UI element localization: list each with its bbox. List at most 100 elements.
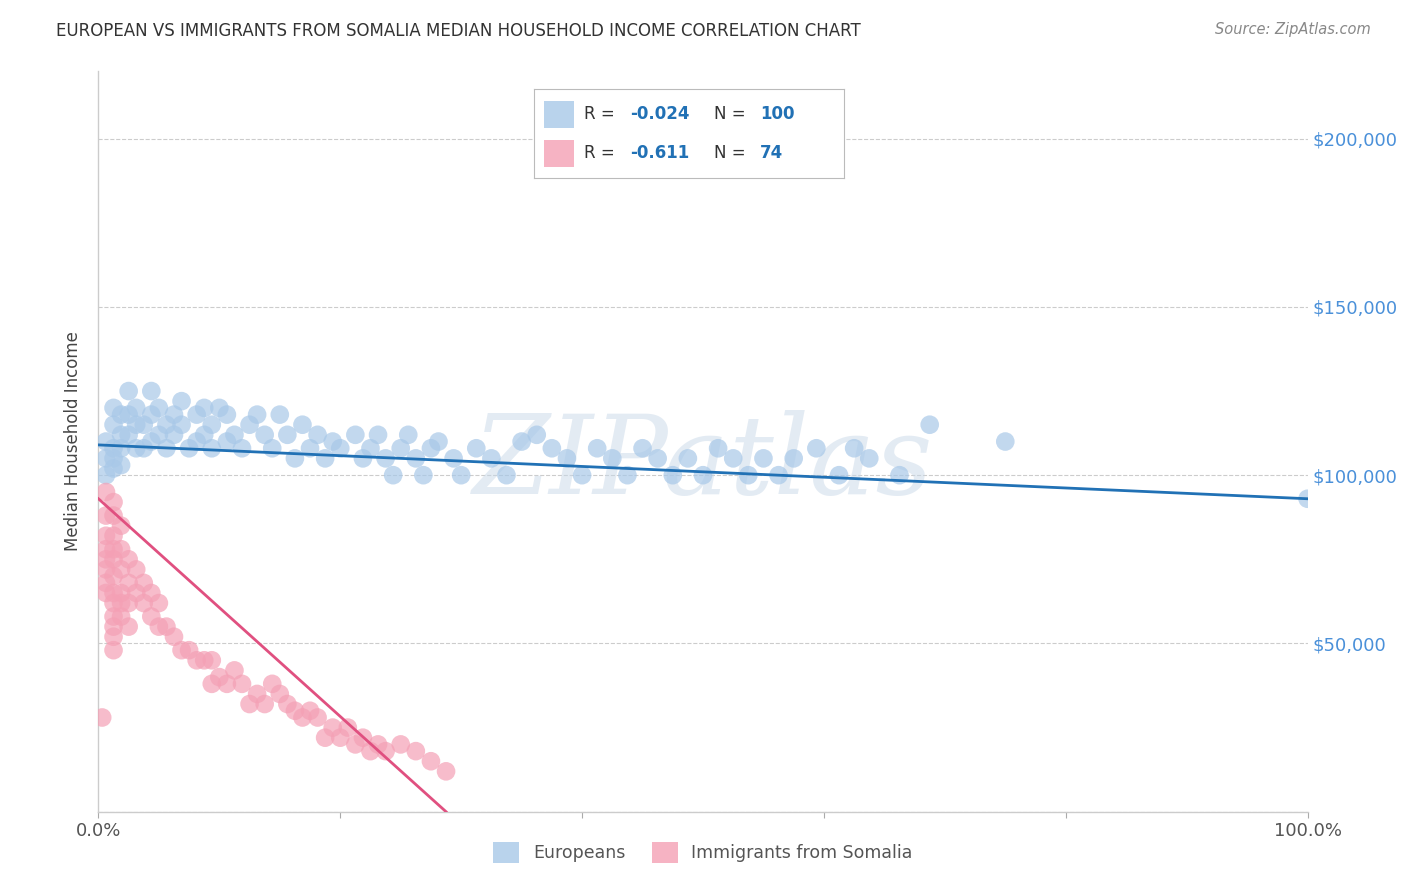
- Point: [768, 468, 790, 483]
- Point: [91, 710, 114, 724]
- Point: [148, 427, 170, 442]
- Point: [110, 609, 132, 624]
- Point: [360, 744, 382, 758]
- Point: [889, 468, 911, 483]
- Point: [193, 401, 215, 415]
- Point: [193, 427, 215, 442]
- Text: N =: N =: [714, 145, 756, 162]
- Point: [692, 468, 714, 483]
- Point: [526, 427, 548, 442]
- Point: [231, 677, 253, 691]
- Point: [110, 542, 132, 557]
- Point: [314, 451, 336, 466]
- Bar: [544, 140, 575, 167]
- Point: [224, 427, 246, 442]
- Point: [336, 721, 359, 735]
- Point: [179, 643, 201, 657]
- Point: [246, 687, 269, 701]
- Point: [806, 442, 828, 456]
- Point: [284, 704, 307, 718]
- Point: [201, 417, 224, 432]
- Point: [201, 653, 224, 667]
- Point: [844, 442, 866, 456]
- Point: [602, 451, 624, 466]
- Point: [103, 417, 125, 432]
- Point: [186, 408, 208, 422]
- Point: [661, 468, 683, 483]
- Point: [118, 408, 141, 422]
- Point: [118, 619, 141, 633]
- Point: [360, 442, 382, 456]
- Point: [110, 408, 132, 422]
- Point: [132, 417, 155, 432]
- Point: [110, 562, 132, 576]
- Bar: [544, 101, 575, 128]
- Point: [141, 408, 163, 422]
- Point: [132, 596, 155, 610]
- Text: Source: ZipAtlas.com: Source: ZipAtlas.com: [1215, 22, 1371, 37]
- Point: [148, 619, 170, 633]
- Point: [125, 442, 148, 456]
- Point: [118, 575, 141, 590]
- Point: [94, 586, 117, 600]
- Point: [103, 542, 125, 557]
- Point: [344, 738, 367, 752]
- Point: [103, 508, 125, 523]
- Point: [752, 451, 775, 466]
- Legend: Europeans, Immigrants from Somalia: Europeans, Immigrants from Somalia: [486, 835, 920, 870]
- Point: [858, 451, 880, 466]
- Point: [103, 442, 125, 456]
- Point: [110, 458, 132, 472]
- Point: [110, 427, 132, 442]
- Point: [737, 468, 759, 483]
- Point: [374, 744, 396, 758]
- Point: [269, 408, 291, 422]
- Point: [163, 630, 186, 644]
- Point: [110, 586, 132, 600]
- Point: [94, 552, 117, 566]
- Point: [420, 442, 443, 456]
- Text: EUROPEAN VS IMMIGRANTS FROM SOMALIA MEDIAN HOUSEHOLD INCOME CORRELATION CHART: EUROPEAN VS IMMIGRANTS FROM SOMALIA MEDI…: [56, 22, 860, 40]
- Point: [495, 468, 517, 483]
- Point: [246, 408, 269, 422]
- Point: [94, 529, 117, 543]
- Point: [103, 586, 125, 600]
- Point: [215, 408, 238, 422]
- Point: [110, 596, 132, 610]
- Point: [412, 468, 434, 483]
- Point: [224, 664, 246, 678]
- Point: [103, 643, 125, 657]
- Point: [141, 586, 163, 600]
- Point: [208, 401, 231, 415]
- Point: [647, 451, 669, 466]
- Point: [329, 731, 352, 745]
- Point: [94, 508, 117, 523]
- Point: [118, 596, 141, 610]
- Point: [179, 442, 201, 456]
- Point: [103, 451, 125, 466]
- Point: [367, 427, 389, 442]
- Text: N =: N =: [714, 105, 751, 123]
- Point: [170, 394, 193, 409]
- Point: [994, 434, 1017, 449]
- Point: [707, 442, 730, 456]
- Point: [510, 434, 533, 449]
- Point: [918, 417, 941, 432]
- Point: [155, 619, 177, 633]
- Point: [103, 552, 125, 566]
- Point: [586, 442, 609, 456]
- Point: [170, 417, 193, 432]
- Point: [276, 427, 298, 442]
- Point: [253, 697, 276, 711]
- Point: [132, 575, 155, 590]
- Point: [299, 704, 322, 718]
- Point: [170, 643, 193, 657]
- Point: [103, 401, 125, 415]
- Point: [148, 401, 170, 415]
- Point: [103, 596, 125, 610]
- Point: [616, 468, 638, 483]
- Point: [367, 738, 389, 752]
- Point: [215, 677, 238, 691]
- Point: [118, 384, 141, 398]
- Point: [186, 434, 208, 449]
